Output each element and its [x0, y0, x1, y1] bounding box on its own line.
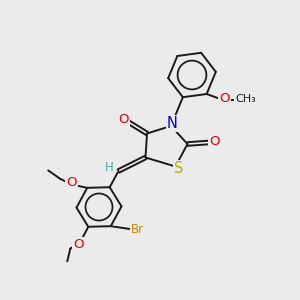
Text: O: O	[119, 112, 129, 126]
Text: O: O	[73, 238, 84, 251]
Text: Br: Br	[131, 223, 144, 236]
Text: O: O	[66, 176, 76, 189]
Text: H: H	[105, 161, 114, 174]
Text: O: O	[209, 135, 220, 148]
Text: S: S	[174, 161, 183, 176]
Text: N: N	[167, 116, 178, 131]
Text: O: O	[219, 92, 230, 105]
Text: CH₃: CH₃	[235, 94, 256, 104]
